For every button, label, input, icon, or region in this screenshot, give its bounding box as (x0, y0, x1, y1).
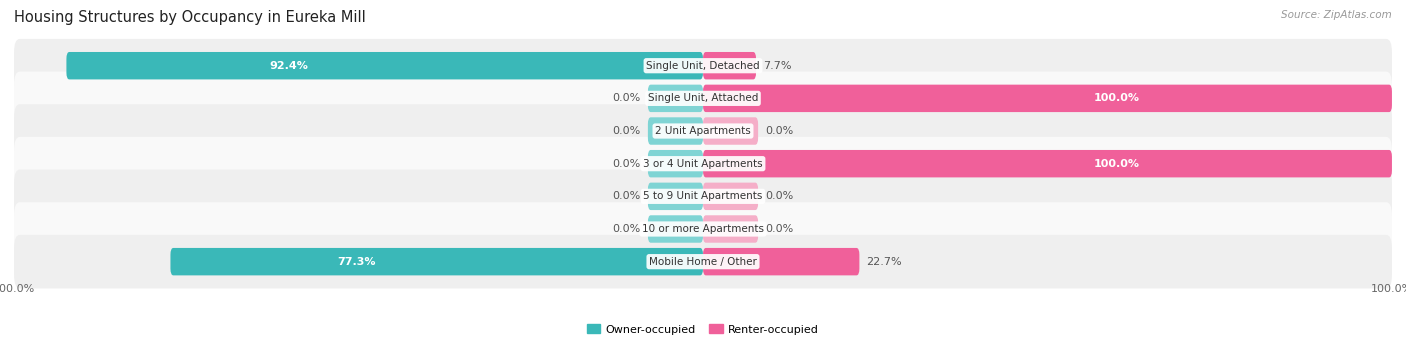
Text: 0.0%: 0.0% (613, 224, 641, 234)
Text: 7.7%: 7.7% (763, 61, 792, 71)
Text: 77.3%: 77.3% (337, 257, 375, 267)
Text: 5 to 9 Unit Apartments: 5 to 9 Unit Apartments (644, 191, 762, 201)
FancyBboxPatch shape (648, 150, 703, 177)
Text: 2 Unit Apartments: 2 Unit Apartments (655, 126, 751, 136)
FancyBboxPatch shape (703, 52, 756, 79)
Text: 92.4%: 92.4% (270, 61, 309, 71)
FancyBboxPatch shape (14, 202, 1392, 256)
Text: 100.0%: 100.0% (1094, 93, 1139, 103)
FancyBboxPatch shape (703, 215, 758, 243)
Text: 0.0%: 0.0% (613, 93, 641, 103)
Text: 100.0%: 100.0% (1094, 159, 1139, 169)
Text: 0.0%: 0.0% (765, 191, 793, 201)
Text: 3 or 4 Unit Apartments: 3 or 4 Unit Apartments (643, 159, 763, 169)
FancyBboxPatch shape (648, 215, 703, 243)
Text: 0.0%: 0.0% (613, 159, 641, 169)
FancyBboxPatch shape (14, 39, 1392, 92)
Text: 22.7%: 22.7% (866, 257, 901, 267)
Text: 0.0%: 0.0% (765, 224, 793, 234)
Text: Housing Structures by Occupancy in Eureka Mill: Housing Structures by Occupancy in Eurek… (14, 10, 366, 25)
FancyBboxPatch shape (648, 183, 703, 210)
Text: 0.0%: 0.0% (613, 191, 641, 201)
FancyBboxPatch shape (648, 85, 703, 112)
Text: Source: ZipAtlas.com: Source: ZipAtlas.com (1281, 10, 1392, 20)
Text: 0.0%: 0.0% (613, 126, 641, 136)
FancyBboxPatch shape (14, 72, 1392, 125)
Text: Single Unit, Detached: Single Unit, Detached (647, 61, 759, 71)
FancyBboxPatch shape (170, 248, 703, 276)
FancyBboxPatch shape (703, 248, 859, 276)
Text: Single Unit, Attached: Single Unit, Attached (648, 93, 758, 103)
FancyBboxPatch shape (66, 52, 703, 79)
FancyBboxPatch shape (703, 150, 1392, 177)
FancyBboxPatch shape (14, 137, 1392, 191)
FancyBboxPatch shape (703, 183, 758, 210)
FancyBboxPatch shape (14, 169, 1392, 223)
FancyBboxPatch shape (703, 117, 758, 145)
FancyBboxPatch shape (703, 85, 1392, 112)
FancyBboxPatch shape (14, 235, 1392, 288)
FancyBboxPatch shape (14, 104, 1392, 158)
Legend: Owner-occupied, Renter-occupied: Owner-occupied, Renter-occupied (582, 320, 824, 339)
Text: Mobile Home / Other: Mobile Home / Other (650, 257, 756, 267)
Text: 0.0%: 0.0% (765, 126, 793, 136)
Text: 10 or more Apartments: 10 or more Apartments (643, 224, 763, 234)
FancyBboxPatch shape (648, 117, 703, 145)
